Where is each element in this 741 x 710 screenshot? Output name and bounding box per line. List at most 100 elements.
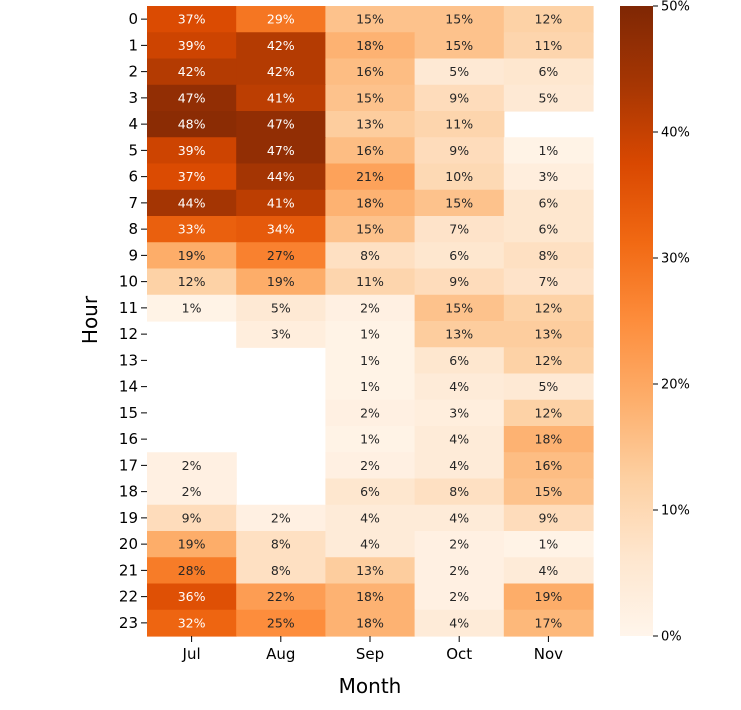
colorbar-tick-label: 30% bbox=[661, 252, 690, 267]
cell-value-label: 16% bbox=[535, 458, 563, 473]
heatmap-cell bbox=[236, 321, 326, 348]
cell-value-label: 1% bbox=[538, 143, 558, 158]
y-tick-label: 10 bbox=[119, 273, 138, 291]
heatmap-cell bbox=[325, 609, 416, 637]
heatmap-cell bbox=[503, 583, 594, 611]
cell-value-label: 42% bbox=[267, 38, 295, 53]
heatmap-cell bbox=[414, 137, 505, 165]
cell-value-label: 27% bbox=[267, 248, 295, 263]
heatmap-cell bbox=[414, 399, 505, 427]
cell-value-label: 7% bbox=[538, 274, 558, 289]
heatmap-cell bbox=[414, 58, 505, 86]
cell-value-label: 5% bbox=[538, 90, 558, 105]
heatmap-cell bbox=[414, 163, 505, 191]
colorbar-tick-label: 0% bbox=[661, 630, 682, 645]
y-tick-label: 21 bbox=[119, 561, 138, 579]
heatmap-cell bbox=[503, 504, 594, 532]
y-tick-label: 19 bbox=[119, 509, 138, 527]
heatmap-cell bbox=[414, 321, 505, 348]
cell-value-label: 2% bbox=[360, 300, 380, 315]
heatmap-cell bbox=[414, 452, 505, 480]
cell-value-label: 48% bbox=[178, 117, 206, 132]
cell-value-label: 6% bbox=[449, 248, 469, 263]
cell-value-label: 6% bbox=[538, 195, 558, 210]
y-tick-label: 7 bbox=[128, 194, 138, 212]
cell-value-label: 4% bbox=[449, 379, 469, 394]
cell-value-label: 36% bbox=[178, 589, 206, 604]
heatmap-cell bbox=[147, 242, 237, 270]
cell-value-label: 15% bbox=[356, 90, 384, 105]
heatmap-cell bbox=[503, 452, 594, 480]
heatmap-cell bbox=[503, 84, 594, 112]
cell-value-label: 9% bbox=[449, 90, 469, 105]
heatmap-cell bbox=[325, 268, 416, 296]
cell-value-label: 4% bbox=[360, 510, 380, 525]
cell-value-label: 18% bbox=[356, 615, 384, 630]
cell-value-label: 5% bbox=[449, 64, 469, 79]
cell-value-label: 32% bbox=[178, 615, 206, 630]
heatmap-cell bbox=[147, 609, 237, 637]
cell-value-label: 12% bbox=[535, 12, 563, 27]
heatmap-cell bbox=[503, 609, 594, 637]
cell-value-label: 15% bbox=[535, 484, 563, 499]
cell-value-label: 44% bbox=[267, 169, 295, 184]
cell-value-label: 8% bbox=[360, 248, 380, 263]
heatmap-cell bbox=[325, 478, 416, 506]
cell-value-label: 19% bbox=[178, 248, 206, 263]
y-tick-label: 3 bbox=[128, 89, 138, 107]
colorbar-tick-label: 20% bbox=[661, 378, 690, 393]
heatmap-cell bbox=[147, 268, 237, 296]
heatmap-cell bbox=[503, 347, 594, 375]
cell-value-label: 12% bbox=[178, 274, 206, 289]
cell-value-label: 9% bbox=[538, 510, 558, 525]
cell-value-label: 4% bbox=[449, 458, 469, 473]
cell-value-label: 6% bbox=[538, 64, 558, 79]
cell-value-label: 22% bbox=[267, 589, 295, 604]
y-tick-label: 4 bbox=[128, 115, 138, 133]
cell-value-label: 3% bbox=[449, 405, 469, 420]
cell-value-label: 1% bbox=[360, 353, 380, 368]
heatmap-cell bbox=[236, 557, 326, 585]
cell-value-label: 4% bbox=[449, 432, 469, 447]
heatmap-cell bbox=[147, 294, 237, 322]
cell-value-label: 41% bbox=[267, 195, 295, 210]
cell-value-label: 6% bbox=[360, 484, 380, 499]
x-axis-ticks: Jul Aug Sep Oct Nov bbox=[182, 636, 563, 663]
cell-value-label: 13% bbox=[356, 117, 384, 132]
heatmap-cell bbox=[503, 268, 594, 296]
heatmap-cell bbox=[147, 504, 237, 532]
heatmap-cell bbox=[414, 504, 505, 532]
heatmap-cell bbox=[236, 58, 326, 86]
x-tick-label: Sep bbox=[356, 645, 384, 663]
heatmap-cell bbox=[147, 6, 237, 33]
y-tick-label: 13 bbox=[119, 351, 138, 369]
heatmap-cell bbox=[503, 137, 594, 165]
cell-value-label: 18% bbox=[356, 195, 384, 210]
heatmap-cell bbox=[325, 504, 416, 532]
cell-value-label: 2% bbox=[449, 563, 469, 578]
heatmap-cell bbox=[414, 294, 505, 322]
heatmap-cell bbox=[325, 163, 416, 191]
cell-value-label: 13% bbox=[445, 327, 473, 342]
cell-value-label: 4% bbox=[449, 615, 469, 630]
heatmap-cell bbox=[236, 6, 326, 33]
heatmap-cell bbox=[503, 557, 594, 585]
cell-value-label: 11% bbox=[445, 117, 473, 132]
cell-value-label: 19% bbox=[267, 274, 295, 289]
cell-value-label: 12% bbox=[535, 405, 563, 420]
heatmap-cell bbox=[503, 426, 594, 453]
cell-value-label: 37% bbox=[178, 12, 206, 27]
colorbar-tick-label: 10% bbox=[661, 504, 690, 519]
y-tick-label: 18 bbox=[119, 483, 138, 501]
cell-value-label: 11% bbox=[535, 38, 563, 53]
cell-value-label: 25% bbox=[267, 615, 295, 630]
colorbar-gradient bbox=[620, 6, 653, 636]
heatmap-cell bbox=[325, 583, 416, 611]
heatmap-cell bbox=[325, 531, 416, 558]
cell-value-label: 2% bbox=[360, 458, 380, 473]
y-tick-label: 8 bbox=[128, 220, 138, 238]
heatmap-cell bbox=[236, 294, 326, 322]
cell-value-label: 1% bbox=[360, 327, 380, 342]
y-axis-label: Hour bbox=[78, 295, 102, 344]
cell-value-label: 29% bbox=[267, 12, 295, 27]
